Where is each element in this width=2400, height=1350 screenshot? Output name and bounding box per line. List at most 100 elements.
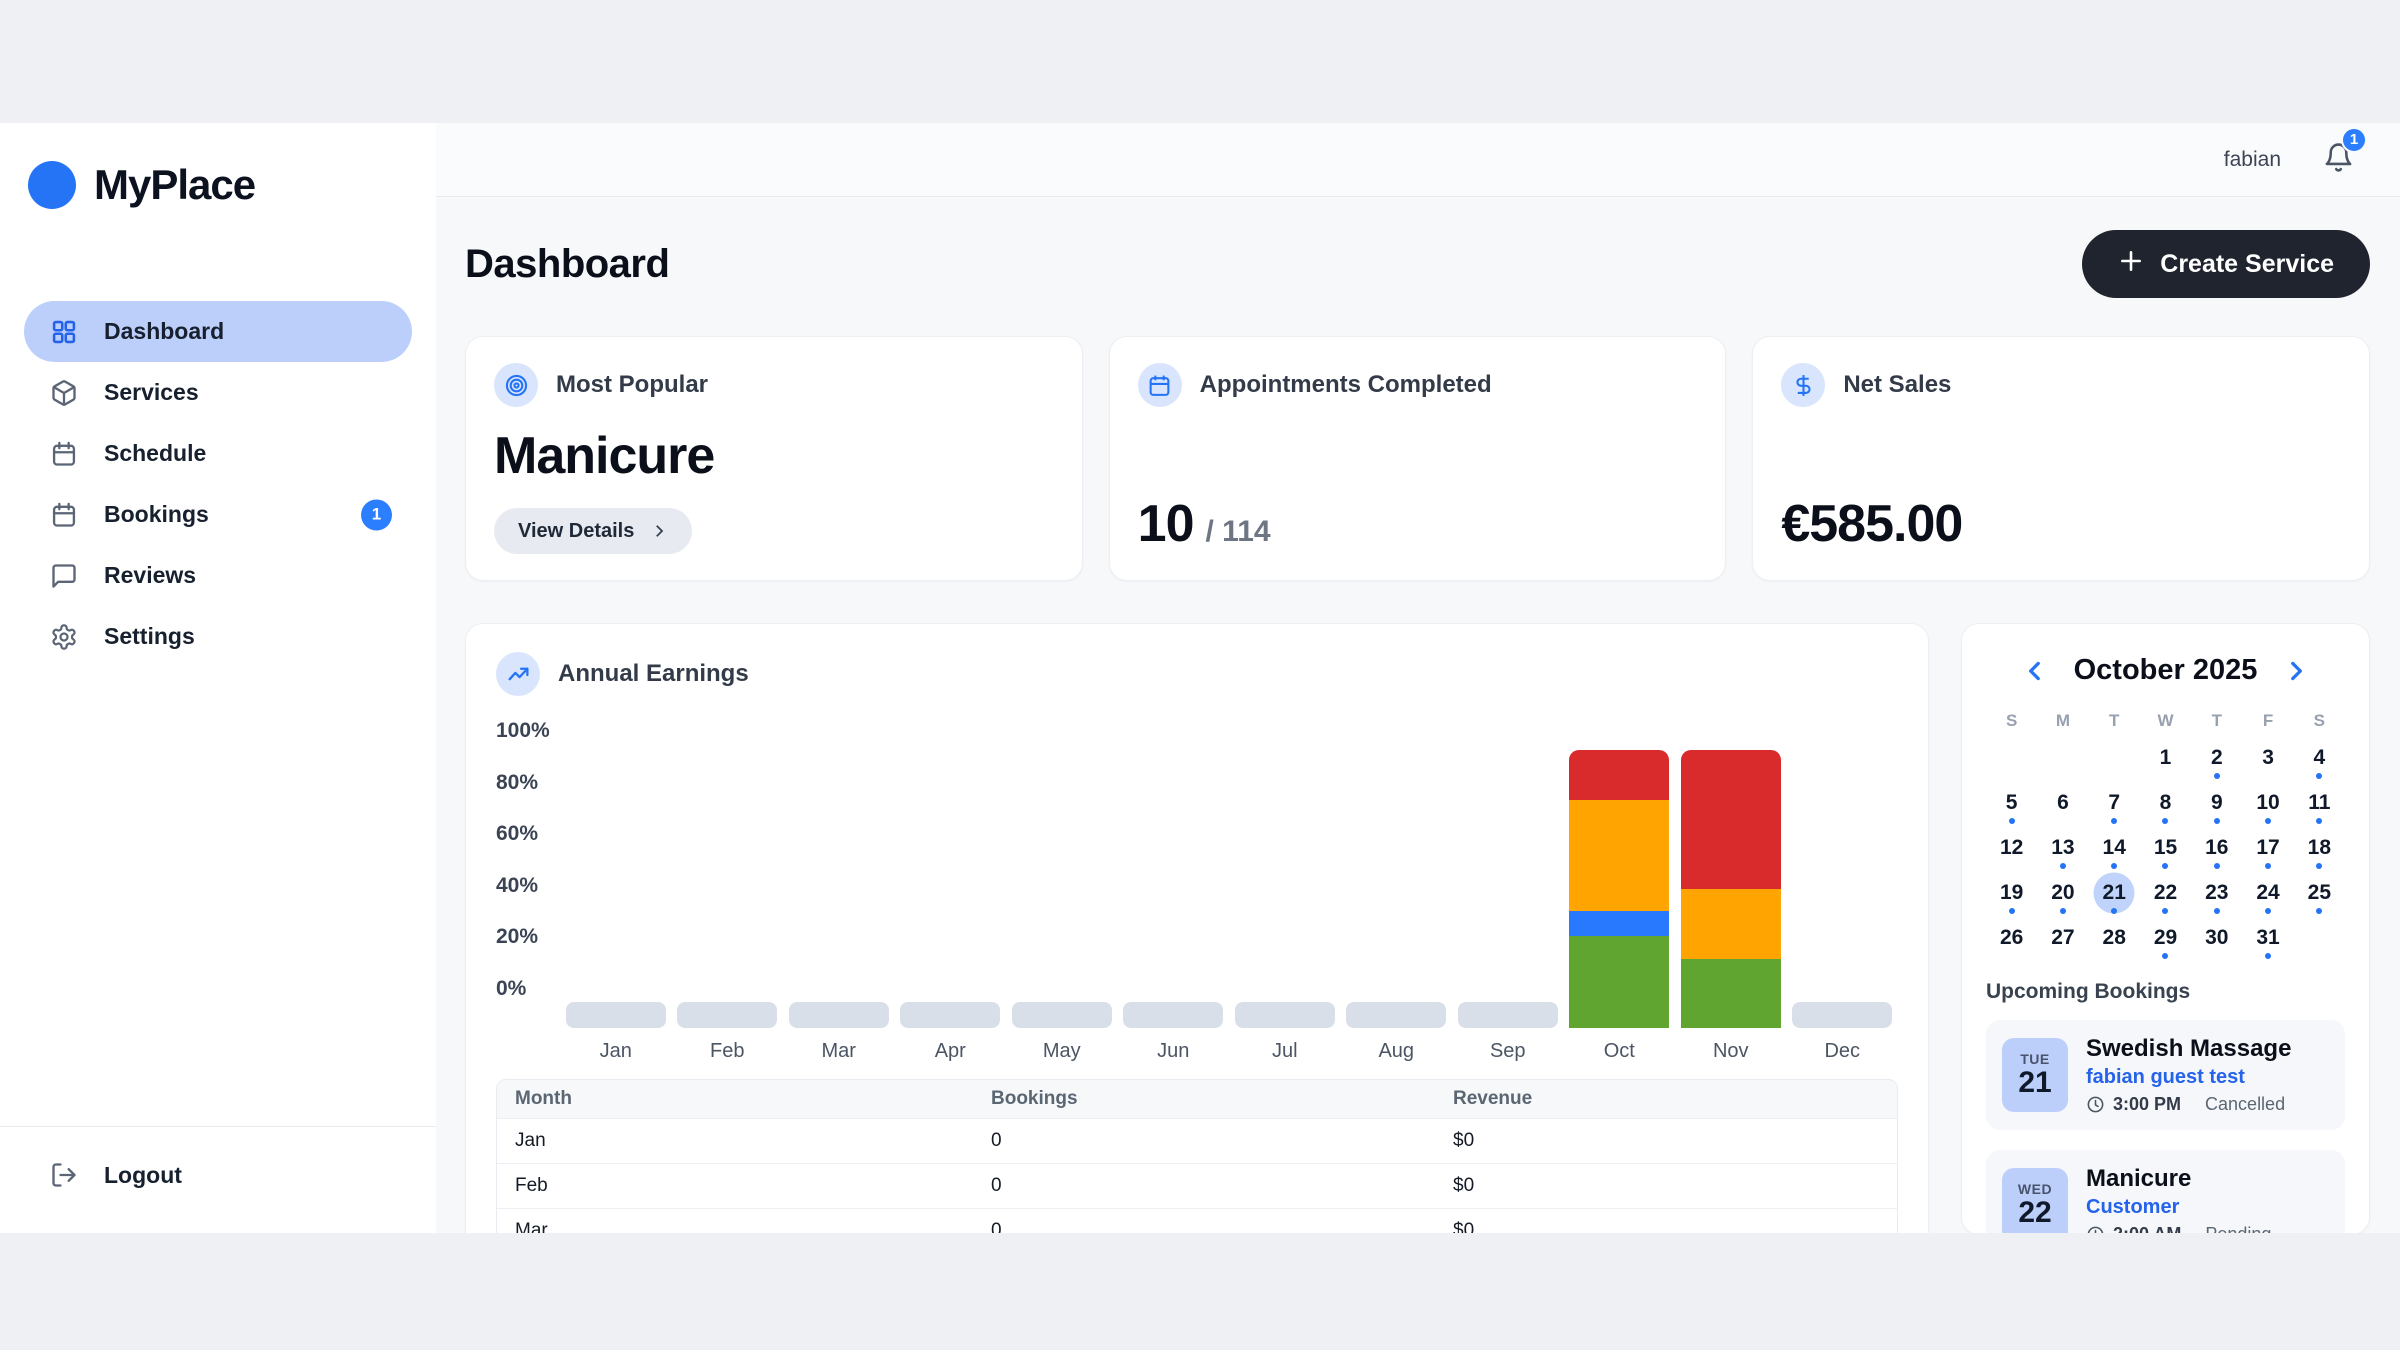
sidebar-item-label: Settings bbox=[104, 623, 195, 649]
calendar-icon bbox=[50, 501, 78, 529]
booking-time: 2:00 AM bbox=[2113, 1224, 2181, 1233]
y-axis-tick: 40% bbox=[496, 873, 539, 897]
calendar-day-7[interactable]: 7 bbox=[2089, 780, 2140, 825]
chart-bar-nov bbox=[1675, 750, 1787, 1028]
upcoming-bookings-list: TUE 21 Swedish Massage fabian guest test 3:0… bbox=[1986, 1020, 2345, 1233]
day-number: 1 bbox=[2159, 745, 2172, 769]
appointments-total: / 114 bbox=[1205, 515, 1271, 548]
create-service-button[interactable]: Create Service bbox=[2082, 230, 2370, 298]
empty-month-stub bbox=[1346, 1002, 1447, 1028]
sidebar-item-settings[interactable]: Settings bbox=[24, 606, 412, 667]
calendar-day-2[interactable]: 2 bbox=[2191, 735, 2242, 780]
notifications-button[interactable]: 1 bbox=[2323, 126, 2367, 178]
empty-month-stub bbox=[1234, 1002, 1335, 1028]
calendar-day-23[interactable]: 23 bbox=[2191, 870, 2242, 915]
brand-name: MyPlace bbox=[94, 161, 256, 208]
sidebar-item-schedule[interactable]: Schedule bbox=[24, 423, 412, 484]
calendar-day-27[interactable]: 27 bbox=[2037, 915, 2088, 960]
booking-dot bbox=[2162, 908, 2169, 914]
calendar-day-14[interactable]: 14 bbox=[2089, 825, 2140, 870]
x-axis-label: May bbox=[1042, 1040, 1081, 1062]
x-axis-label: Nov bbox=[1712, 1040, 1749, 1062]
net-sales-title: Net Sales bbox=[1843, 371, 1952, 398]
calendar-day-8[interactable]: 8 bbox=[2140, 780, 2191, 825]
sidebar-item-bookings[interactable]: Bookings 1 bbox=[24, 484, 412, 545]
calendar-day-29[interactable]: 29 bbox=[2140, 915, 2191, 960]
calendar-day-26[interactable]: 26 bbox=[1986, 915, 2037, 960]
calendar-day-5[interactable]: 5 bbox=[1986, 780, 2037, 825]
chart-bar-oct bbox=[1564, 750, 1676, 1028]
orange-segment bbox=[1569, 800, 1670, 912]
calendar-prev-button[interactable] bbox=[2022, 658, 2048, 684]
calendar-day-18[interactable]: 18 bbox=[2294, 825, 2345, 870]
day-number: 4 bbox=[2313, 745, 2326, 769]
weekday-label: T bbox=[2211, 711, 2222, 730]
chart-bar-dec bbox=[1787, 1002, 1899, 1028]
username[interactable]: fabian bbox=[2223, 147, 2281, 171]
sidebar-item-dashboard[interactable]: Dashboard bbox=[24, 301, 412, 362]
net-sales-card: Net Sales €585.00 bbox=[1752, 336, 2371, 581]
calendar-day-30[interactable]: 30 bbox=[2191, 915, 2242, 960]
x-axis-label: Dec bbox=[1824, 1040, 1861, 1062]
logout-button[interactable]: Logout bbox=[0, 1127, 436, 1233]
booking-day: 21 bbox=[2018, 1066, 2052, 1100]
calendar-day-4[interactable]: 4 bbox=[2294, 735, 2345, 780]
booking-customer-link[interactable]: fabian guest test bbox=[2086, 1066, 2245, 1088]
booking-item[interactable]: TUE 21 Swedish Massage fabian guest test 3:0… bbox=[1986, 1020, 2345, 1130]
calendar-day-17[interactable]: 17 bbox=[2242, 825, 2293, 870]
day-number: 20 bbox=[2051, 880, 2075, 904]
calendar-day-16[interactable]: 16 bbox=[2191, 825, 2242, 870]
sidebar-item-services[interactable]: Services bbox=[24, 362, 412, 423]
calendar-day-9[interactable]: 9 bbox=[2191, 780, 2242, 825]
chart-x-axis: Jan Feb Mar Apr May Jun Jul Aug Sep Oct Nov Dec bbox=[560, 1040, 1898, 1063]
day-number: 24 bbox=[2256, 880, 2280, 904]
calendar-day-19[interactable]: 19 bbox=[1986, 870, 2037, 915]
weekday-label: W bbox=[2157, 711, 2174, 730]
sidebar-item-reviews[interactable]: Reviews bbox=[24, 545, 412, 606]
calendar-day-6[interactable]: 6 bbox=[2037, 780, 2088, 825]
day-number: 14 bbox=[2102, 835, 2126, 859]
calendar-day-28[interactable]: 28 bbox=[2089, 915, 2140, 960]
calendar-icon bbox=[50, 440, 78, 468]
day-number: 29 bbox=[2153, 925, 2178, 949]
page-title: Dashboard bbox=[465, 241, 670, 286]
day-number: 22 bbox=[2153, 880, 2178, 904]
empty-month-stub bbox=[677, 1002, 778, 1028]
clock-icon bbox=[2086, 1095, 2105, 1114]
booking-dot bbox=[2213, 908, 2220, 914]
y-axis-tick: 100% bbox=[496, 719, 550, 742]
booking-dot bbox=[2059, 908, 2066, 914]
day-number: 16 bbox=[2205, 835, 2229, 859]
chart-bar-mar bbox=[783, 1002, 895, 1028]
calendar-day-22[interactable]: 22 bbox=[2140, 870, 2191, 915]
create-service-label: Create Service bbox=[2160, 249, 2334, 278]
empty-month-stub bbox=[1123, 1002, 1224, 1028]
column-header: Month bbox=[515, 1088, 572, 1109]
view-details-button[interactable]: View Details bbox=[494, 508, 693, 554]
calendar-day-20[interactable]: 20 bbox=[2037, 870, 2088, 915]
calendar-next-button[interactable] bbox=[2283, 658, 2309, 684]
calendar-day-31[interactable]: 31 bbox=[2242, 915, 2293, 960]
calendar-day-21[interactable]: 21 bbox=[2089, 870, 2140, 915]
day-number: 8 bbox=[2159, 790, 2172, 814]
target-icon bbox=[494, 363, 538, 407]
booking-customer-link[interactable]: Customer bbox=[2086, 1196, 2180, 1218]
booking-dot bbox=[2162, 863, 2169, 869]
earnings-table: Month Bookings Revenue Jan 0 $0 Feb 0 $0 Mar 0 $0 bbox=[496, 1079, 1898, 1233]
sidebar-nav: Dashboard Services Schedule Bookings 1 Review… bbox=[0, 301, 436, 667]
calendar-day-10[interactable]: 10 bbox=[2242, 780, 2293, 825]
red-segment bbox=[1569, 750, 1670, 801]
bookings-count-badge: 1 bbox=[361, 499, 392, 530]
chevron-left-icon bbox=[2028, 661, 2040, 680]
calendar-day-1[interactable]: 1 bbox=[2140, 735, 2191, 780]
empty-month-stub bbox=[1792, 1002, 1893, 1028]
calendar-day-15[interactable]: 15 bbox=[2140, 825, 2191, 870]
x-axis-label: Aug bbox=[1378, 1040, 1415, 1062]
calendar-day-13[interactable]: 13 bbox=[2037, 825, 2088, 870]
calendar-day-25[interactable]: 25 bbox=[2294, 870, 2345, 915]
calendar-day-3[interactable]: 3 bbox=[2242, 735, 2293, 780]
calendar-day-12[interactable]: 12 bbox=[1986, 825, 2037, 870]
calendar-day-24[interactable]: 24 bbox=[2242, 870, 2293, 915]
calendar-day-11[interactable]: 11 bbox=[2294, 780, 2345, 825]
